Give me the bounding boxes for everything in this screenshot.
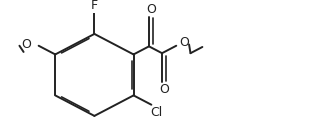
Text: Cl: Cl <box>150 106 162 119</box>
Text: F: F <box>91 0 98 12</box>
Text: O: O <box>159 83 169 96</box>
Text: O: O <box>146 3 156 16</box>
Text: O: O <box>21 38 31 51</box>
Text: O: O <box>179 36 189 49</box>
